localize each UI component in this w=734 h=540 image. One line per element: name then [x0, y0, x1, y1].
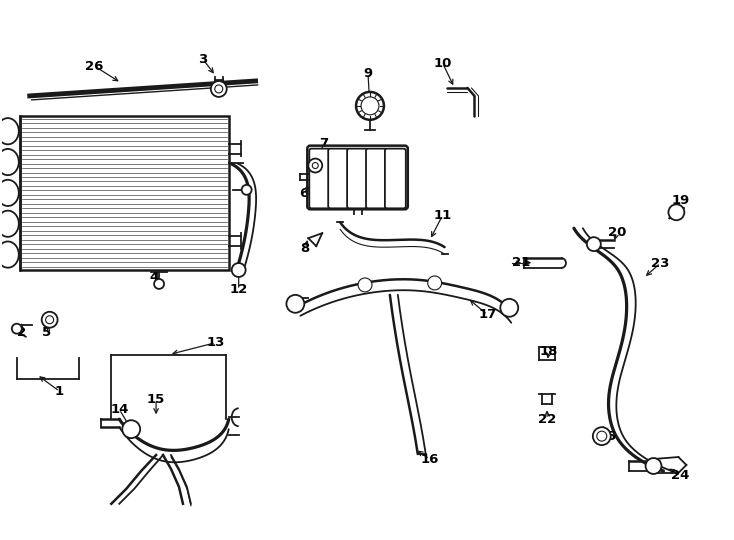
Circle shape — [215, 85, 222, 93]
Text: 17: 17 — [479, 308, 496, 321]
Circle shape — [241, 185, 252, 195]
Circle shape — [123, 420, 140, 438]
Circle shape — [358, 278, 372, 292]
Circle shape — [587, 237, 601, 251]
Text: 14: 14 — [110, 403, 128, 416]
Text: 12: 12 — [230, 284, 248, 296]
FancyBboxPatch shape — [347, 148, 368, 208]
Text: 19: 19 — [672, 194, 689, 207]
Circle shape — [501, 299, 518, 317]
Ellipse shape — [0, 118, 19, 144]
FancyBboxPatch shape — [328, 148, 349, 208]
Text: 5: 5 — [42, 326, 51, 339]
Text: 7: 7 — [319, 137, 328, 150]
Circle shape — [593, 427, 611, 445]
Ellipse shape — [0, 211, 19, 237]
Text: 4: 4 — [150, 272, 159, 285]
Ellipse shape — [0, 241, 19, 268]
Circle shape — [46, 316, 54, 323]
Text: 15: 15 — [147, 393, 165, 406]
Text: 26: 26 — [85, 59, 103, 72]
Text: 23: 23 — [651, 256, 669, 269]
Text: 16: 16 — [421, 453, 439, 465]
Text: 6: 6 — [299, 187, 308, 200]
Ellipse shape — [0, 149, 19, 175]
FancyBboxPatch shape — [385, 148, 406, 208]
Circle shape — [312, 163, 319, 168]
Circle shape — [597, 431, 607, 441]
Text: 22: 22 — [538, 413, 556, 426]
Circle shape — [669, 204, 684, 220]
Circle shape — [286, 295, 305, 313]
Text: 11: 11 — [434, 209, 451, 222]
Bar — [20, 116, 229, 270]
Circle shape — [232, 263, 246, 277]
Circle shape — [308, 159, 322, 172]
Text: 1: 1 — [55, 385, 64, 398]
Text: 18: 18 — [540, 345, 559, 358]
FancyBboxPatch shape — [366, 148, 387, 208]
Circle shape — [646, 458, 661, 474]
Text: 20: 20 — [608, 226, 626, 239]
Text: 13: 13 — [206, 336, 225, 349]
Circle shape — [12, 323, 22, 334]
Circle shape — [211, 81, 227, 97]
Circle shape — [428, 276, 442, 290]
Circle shape — [356, 92, 384, 120]
Text: 8: 8 — [301, 241, 310, 255]
Text: 10: 10 — [433, 57, 452, 70]
Circle shape — [154, 279, 164, 289]
Circle shape — [361, 97, 379, 115]
Text: 3: 3 — [198, 52, 208, 65]
Text: 2: 2 — [17, 326, 26, 339]
FancyBboxPatch shape — [309, 148, 330, 208]
Ellipse shape — [0, 180, 19, 206]
Text: 25: 25 — [597, 430, 616, 443]
Text: 21: 21 — [512, 255, 531, 268]
Text: 9: 9 — [363, 66, 373, 79]
Text: 24: 24 — [671, 469, 689, 482]
Circle shape — [42, 312, 57, 328]
